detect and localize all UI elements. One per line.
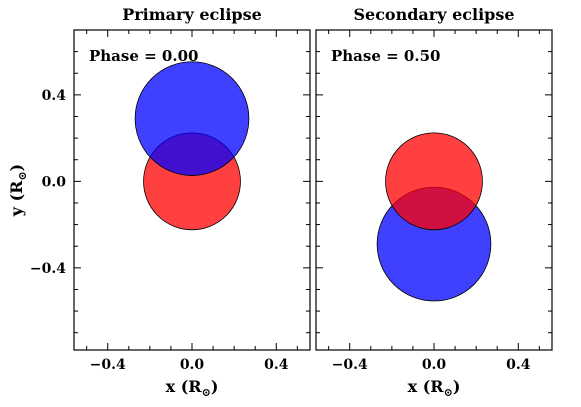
sun-symbol: ⊙ xyxy=(16,171,29,180)
panel-title-primary: Primary eclipse xyxy=(122,5,262,24)
x-tick-label: −0.4 xyxy=(90,357,126,373)
x-axis-label-text: x (R xyxy=(166,377,203,396)
phase-label-secondary: Phase = 0.50 xyxy=(331,47,440,65)
stars-secondary xyxy=(376,132,492,302)
y-axis-label-close: ) xyxy=(7,164,26,172)
x-axis-label-text: x (R xyxy=(408,377,445,396)
blue-star xyxy=(134,61,250,176)
stars-primary xyxy=(134,61,250,231)
y-tick-label: −0.4 xyxy=(30,261,66,277)
y-axis-label: y (R⊙) xyxy=(7,164,29,218)
x-tick-label: 0.0 xyxy=(180,357,205,373)
x-tick-label: 0.0 xyxy=(422,357,447,373)
ticks-primary xyxy=(74,30,310,350)
ticks-secondary xyxy=(316,30,552,350)
y-tick-labels: −0.4 0.0 0.4 xyxy=(30,88,66,277)
x-tick-label: −0.4 xyxy=(332,357,368,373)
y-tick-label: 0.0 xyxy=(42,174,67,190)
phase-label-primary: Phase = 0.00 xyxy=(89,47,198,65)
x-tick-label: 0.4 xyxy=(506,357,531,373)
panel-title-secondary: Secondary eclipse xyxy=(353,5,514,24)
y-tick-label: 0.4 xyxy=(42,88,67,104)
x-axis-label-close: ) xyxy=(453,377,461,396)
sun-symbol: ⊙ xyxy=(444,386,453,399)
x-tick-label: 0.4 xyxy=(264,357,289,373)
x-axis-label-close: ) xyxy=(211,377,219,396)
x-tick-labels: −0.4 0.0 0.4 −0.4 0.0 0.4 xyxy=(90,357,531,373)
x-axis-label-primary: x (R⊙) xyxy=(166,377,219,399)
panel-primary-eclipse: Phase = 0.00 xyxy=(73,29,311,351)
sun-symbol: ⊙ xyxy=(202,386,211,399)
panel-secondary-eclipse: Phase = 0.50 xyxy=(315,29,553,351)
y-axis-label-text: y (R xyxy=(7,180,26,217)
x-axis-label-secondary: x (R⊙) xyxy=(408,377,461,399)
red-star xyxy=(385,132,483,231)
